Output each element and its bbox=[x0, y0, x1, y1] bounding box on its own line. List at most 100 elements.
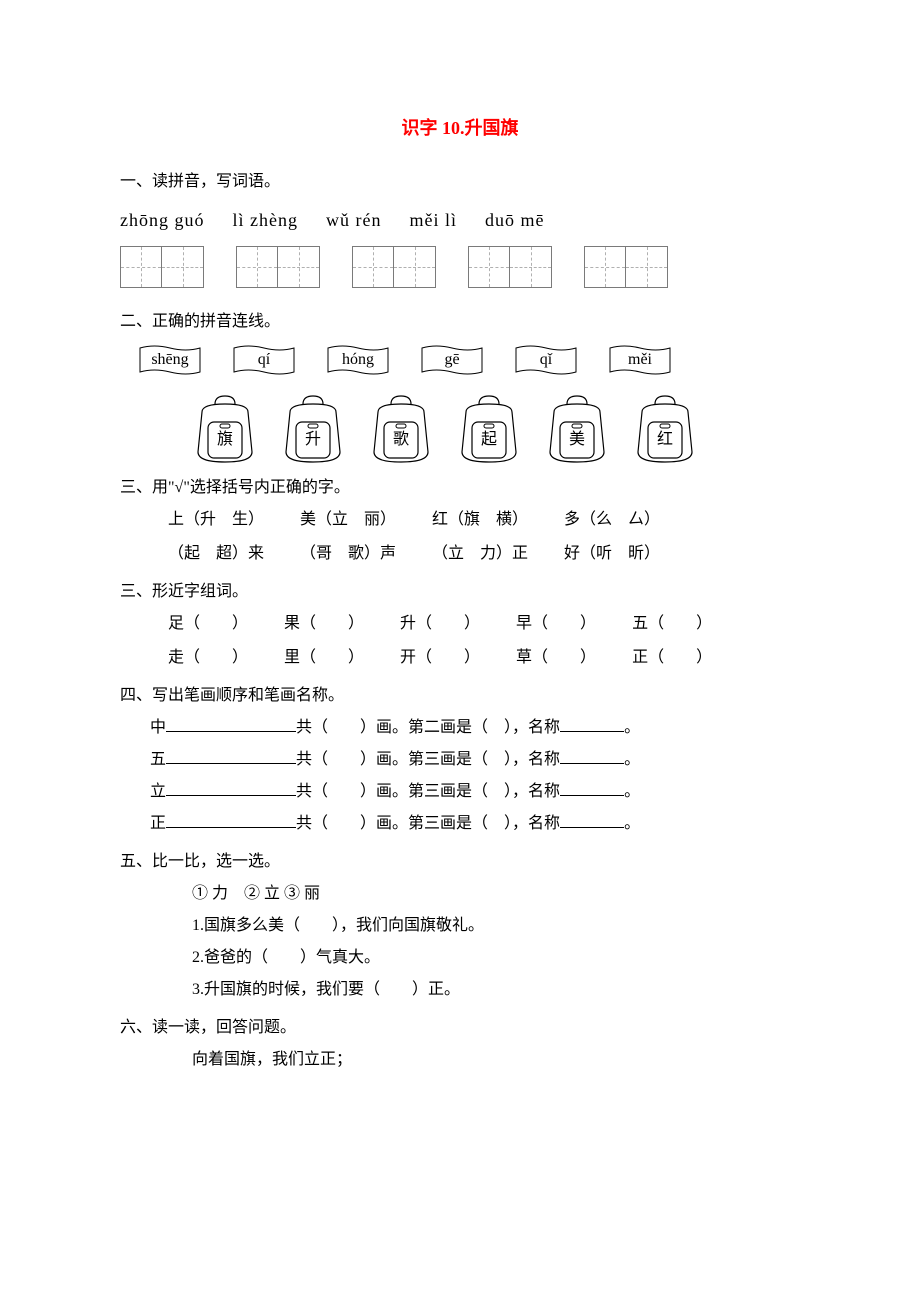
title-number: 10. bbox=[442, 118, 465, 138]
flag-shape: hóng bbox=[326, 344, 390, 376]
blank-underline bbox=[166, 781, 296, 796]
stroke-is: 是（ ），名称 bbox=[456, 719, 560, 736]
stroke-line: 五共（ ）画。第三画是（ ），名称。 bbox=[120, 744, 800, 776]
tianzige-cell bbox=[510, 246, 552, 288]
stroke-line: 立共（ ）画。第三画是（ ），名称。 bbox=[120, 776, 800, 808]
pinyin-item: duō mē bbox=[485, 202, 545, 238]
zuci-item: 果（ ） bbox=[284, 608, 364, 640]
select-row: 上（升 生） 美（立 丽） 红（旗 横） 多（么 厶） bbox=[120, 504, 800, 536]
zuci-item: 早（ ） bbox=[516, 608, 596, 640]
flag-shape: qí bbox=[232, 344, 296, 376]
flag-shape: gē bbox=[420, 344, 484, 376]
tianzige-cell bbox=[468, 246, 510, 288]
tianzige-group bbox=[120, 246, 204, 288]
pinyin-item: zhōng guó bbox=[120, 202, 205, 238]
tianzige-group bbox=[584, 246, 668, 288]
zuci-item: 足（ ） bbox=[168, 608, 248, 640]
section-1-label: 一、读拼音，写词语。 bbox=[120, 166, 800, 198]
stroke-which: 第二画 bbox=[408, 719, 456, 736]
bag-shape: 歌 bbox=[366, 394, 436, 466]
page-title: 识字 10.升国旗 bbox=[120, 110, 800, 146]
tianzige-cell bbox=[394, 246, 436, 288]
section-3a-label: 三、用"√"选择括号内正确的字。 bbox=[120, 472, 800, 504]
zuci-row: 足（ ） 果（ ） 升（ ） 早（ ） 五（ ） bbox=[120, 608, 800, 640]
flag-pinyin: shēng bbox=[151, 344, 188, 376]
select-item: 好（听 昕） bbox=[564, 538, 660, 570]
bag-shape: 升 bbox=[278, 394, 348, 466]
zuci-item: 五（ ） bbox=[632, 608, 712, 640]
flag-pinyin: hóng bbox=[342, 344, 374, 376]
zuci-row: 走（ ） 里（ ） 开（ ） 草（ ） 正（ ） bbox=[120, 642, 800, 674]
section-2-label: 二、正确的拼音连线。 bbox=[120, 306, 800, 338]
zuci-item: 升（ ） bbox=[400, 608, 480, 640]
flag-shape: měi bbox=[608, 344, 672, 376]
stroke-is: 是（ ），名称 bbox=[456, 783, 560, 800]
stroke-mid: 共（ ）画。 bbox=[296, 751, 408, 768]
bag-shape: 起 bbox=[454, 394, 524, 466]
blank-underline bbox=[166, 813, 296, 828]
bag-char: 旗 bbox=[217, 424, 233, 456]
bag-shape: 旗 bbox=[190, 394, 260, 466]
tianzige-row bbox=[120, 246, 800, 288]
flag-pinyin: qí bbox=[258, 344, 270, 376]
tianzige-cell bbox=[584, 246, 626, 288]
stroke-is: 是（ ），名称 bbox=[456, 815, 560, 832]
section-3b-label: 三、形近字组词。 bbox=[120, 576, 800, 608]
pinyin-item: měi lì bbox=[409, 202, 457, 238]
flag-pinyin: gē bbox=[444, 344, 459, 376]
title-prefix: 识字 bbox=[402, 118, 443, 138]
blank-underline bbox=[560, 749, 624, 764]
select-row: （起 超）来 （哥 歌）声 （立 力）正 好（听 昕） bbox=[120, 538, 800, 570]
tianzige-cell bbox=[162, 246, 204, 288]
choice-item: 3.升国旗的时候，我们要（ ）正。 bbox=[120, 974, 800, 1006]
flag-pinyin: měi bbox=[628, 344, 652, 376]
tianzige-group bbox=[468, 246, 552, 288]
stroke-end: 。 bbox=[624, 783, 640, 800]
bag-char: 歌 bbox=[393, 424, 409, 456]
stroke-mid: 共（ ）画。 bbox=[296, 815, 408, 832]
zuci-item: 开（ ） bbox=[400, 642, 480, 674]
pinyin-item: lì zhèng bbox=[233, 202, 298, 238]
pinyin-item: wǔ rén bbox=[326, 202, 381, 238]
bag-char: 红 bbox=[657, 424, 673, 456]
blank-underline bbox=[560, 813, 624, 828]
zuci-item: 正（ ） bbox=[632, 642, 712, 674]
choices-line: ① 力 ② 立 ③ 丽 bbox=[120, 878, 800, 910]
blank-underline bbox=[560, 781, 624, 796]
tianzige-cell bbox=[352, 246, 394, 288]
stroke-mid: 共（ ）画。 bbox=[296, 719, 408, 736]
stroke-mid: 共（ ）画。 bbox=[296, 783, 408, 800]
stroke-which: 第三画 bbox=[408, 815, 456, 832]
stroke-char: 中 bbox=[150, 719, 166, 736]
zuci-item: 草（ ） bbox=[516, 642, 596, 674]
section-6-label: 六、读一读，回答问题。 bbox=[120, 1012, 800, 1044]
tianzige-cell bbox=[626, 246, 668, 288]
bag-shape: 红 bbox=[630, 394, 700, 466]
zuci-item: 走（ ） bbox=[168, 642, 248, 674]
tianzige-group bbox=[352, 246, 436, 288]
select-item: （哥 歌）声 bbox=[300, 538, 396, 570]
stroke-end: 。 bbox=[624, 719, 640, 736]
select-item: 多（么 厶） bbox=[564, 504, 660, 536]
select-item: （立 力）正 bbox=[432, 538, 528, 570]
bag-row: 旗 升 歌 bbox=[190, 394, 800, 466]
tianzige-cell bbox=[278, 246, 320, 288]
flag-shape: shēng bbox=[138, 344, 202, 376]
select-item: 红（旗 横） bbox=[432, 504, 528, 536]
flag-row: shēng qí hóng gē qǐ měi bbox=[138, 344, 800, 376]
flag-pinyin: qǐ bbox=[540, 344, 552, 376]
section-4-label: 四、写出笔画顺序和笔画名称。 bbox=[120, 680, 800, 712]
stroke-which: 第三画 bbox=[408, 783, 456, 800]
stroke-end: 。 bbox=[624, 815, 640, 832]
tianzige-group bbox=[236, 246, 320, 288]
title-text: 升国旗 bbox=[465, 118, 519, 138]
bag-char: 美 bbox=[569, 424, 585, 456]
pinyin-row: zhōng guó lì zhèng wǔ rén měi lì duō mē bbox=[120, 202, 800, 238]
blank-underline bbox=[166, 717, 296, 732]
select-item: 上（升 生） bbox=[168, 504, 264, 536]
choice-item: 2.爸爸的（ ）气真大。 bbox=[120, 942, 800, 974]
flag-shape: qǐ bbox=[514, 344, 578, 376]
blank-underline bbox=[560, 717, 624, 732]
zuci-item: 里（ ） bbox=[284, 642, 364, 674]
bag-shape: 美 bbox=[542, 394, 612, 466]
